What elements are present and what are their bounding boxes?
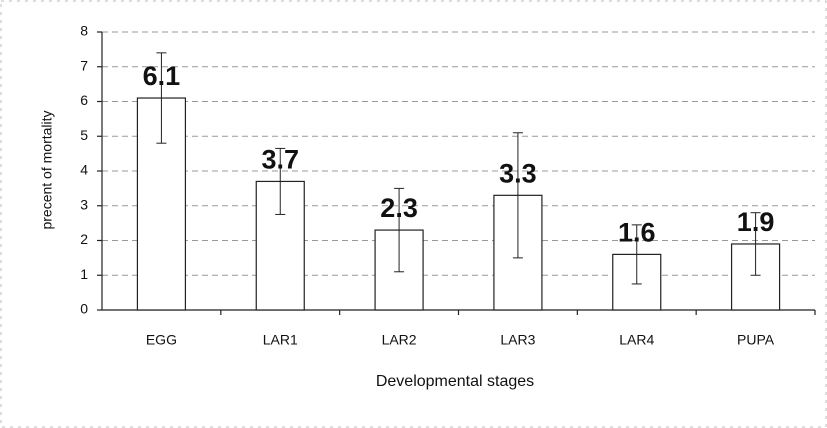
data-label: 3.7 [261, 145, 299, 175]
data-label: 1.9 [737, 207, 775, 237]
y-tick-label: 5 [80, 127, 88, 143]
x-axis-label: Developmental stages [376, 373, 534, 390]
y-tick-label: 3 [80, 196, 88, 212]
x-tick-label: LAR4 [619, 332, 654, 348]
x-tick-label: LAR2 [382, 332, 417, 348]
y-tick-label: 2 [80, 231, 88, 247]
x-tick-label: EGG [146, 332, 177, 348]
data-label: 1.6 [618, 218, 656, 248]
x-tick-label: PUPA [737, 332, 775, 348]
y-tick-label: 6 [80, 92, 88, 108]
y-axis-label: precent of mortality [39, 110, 55, 229]
x-tick-label: LAR1 [263, 332, 298, 348]
y-tick-label: 8 [80, 23, 88, 39]
x-tick-label: LAR3 [500, 332, 535, 348]
y-tick-label: 1 [80, 266, 88, 282]
y-tick-label: 7 [80, 57, 88, 73]
data-label: 3.3 [499, 158, 537, 188]
bar [730, 243, 781, 311]
y-tick-label: 0 [80, 301, 88, 317]
y-tick-label: 4 [80, 162, 88, 178]
data-label: 6.1 [143, 61, 181, 91]
data-label: 2.3 [380, 193, 418, 223]
